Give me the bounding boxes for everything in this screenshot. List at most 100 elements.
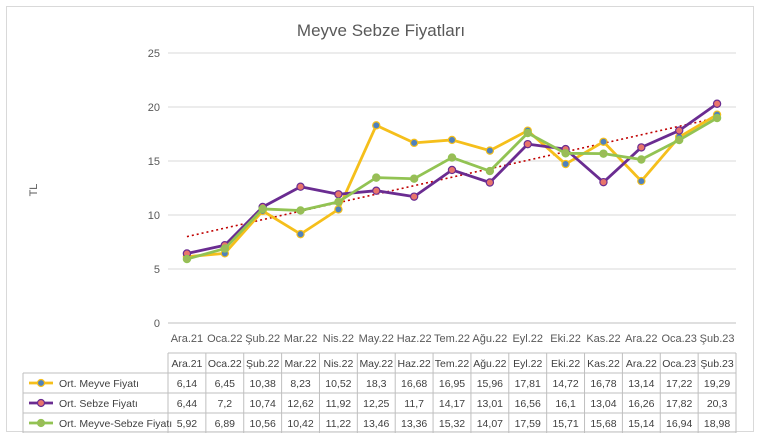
table-value-cell: 7,2 [217, 398, 232, 410]
y-tick-label: 5 [154, 264, 160, 276]
x-tick-label: Şub.22 [245, 333, 280, 345]
data-point [447, 135, 457, 145]
chart-canvas: Meyve Sebze Fiyatları 0 5 10 15 20 25 TL Ara.21… [22, 21, 737, 433]
data-point [599, 137, 608, 146]
table-value-cell: 13,46 [363, 418, 389, 430]
table-header-cell: Nis.22 [324, 358, 354, 370]
table-value-cell: 11,7 [404, 398, 424, 410]
table-value-cell: 8,23 [290, 378, 311, 390]
table-value-cell: 14,07 [477, 418, 503, 430]
table-value-cell: 15,71 [552, 418, 578, 430]
data-point [561, 159, 570, 169]
table-header-cell: May.22 [359, 358, 393, 370]
data-point [637, 176, 646, 186]
data-point [712, 113, 722, 123]
table-value-cell: 16,56 [515, 398, 541, 410]
data-point [258, 204, 267, 214]
table-header-cell: Haz.22 [397, 358, 430, 370]
table-header-cell: Şub.23 [700, 358, 733, 370]
table-header-cell: Kas.22 [587, 358, 620, 370]
table-value-cell: 20,3 [707, 398, 728, 410]
data-point [372, 121, 381, 130]
table-value-cell: 16,78 [590, 378, 616, 390]
data-point [675, 135, 684, 145]
x-tick-label: May.22 [359, 333, 394, 345]
table-value-cell: 6,44 [177, 398, 198, 410]
table-header-cell: Eyl.22 [513, 358, 542, 370]
data-point [372, 186, 381, 195]
x-tick-label: Kas.22 [586, 333, 620, 345]
table-value-cell: 6,89 [215, 418, 236, 430]
table-value-cell: 13,14 [628, 378, 654, 390]
table-header-cell: Tem.22 [435, 358, 470, 370]
data-point [182, 254, 192, 264]
data-point [485, 146, 495, 155]
data-table: Ara.21 Oca.22 Şub.22 Mar.22 Nis.22 May.22 Haz.… [22, 352, 737, 433]
x-tick-label: Nis.22 [323, 333, 354, 345]
table-value-cell: 18,3 [366, 378, 387, 390]
table-value-cell: 13,36 [401, 418, 427, 430]
table-value-cell: 16,1 [555, 398, 576, 410]
data-point [485, 178, 495, 187]
data-point [296, 182, 305, 191]
table-value-cell: 10,56 [250, 418, 276, 430]
y-tick-label: 0 [154, 318, 160, 330]
data-point [712, 99, 722, 108]
chart-title: Meyve Sebze Fiyatları [297, 21, 465, 40]
data-point [523, 128, 532, 138]
data-point [637, 155, 646, 164]
data-point [296, 229, 305, 239]
trendline [186, 117, 718, 238]
table-value-cell: 15,68 [590, 418, 616, 430]
gridlines [168, 52, 736, 324]
y-tick-label: 10 [148, 210, 160, 222]
table-value-cell: 10,42 [287, 418, 313, 430]
table-value-cell: 14,17 [439, 398, 465, 410]
data-point [334, 197, 343, 207]
table-value-cell: 14,72 [552, 378, 578, 390]
series-layer [182, 99, 722, 264]
table-value-cell: 16,94 [666, 418, 692, 430]
x-tick-label: Eki.22 [550, 333, 581, 345]
x-tick-label: Haz.22 [397, 333, 432, 345]
data-point [220, 244, 229, 253]
data-point [447, 165, 457, 175]
table-header-cell: Ara.22 [626, 358, 657, 370]
table-header-cell: Oca.23 [662, 358, 696, 370]
data-point [523, 139, 532, 149]
table-value-cell: 12,62 [287, 398, 313, 410]
series-2 [182, 99, 722, 258]
table-value-cell: 17,81 [515, 378, 541, 390]
series-3 [182, 113, 722, 264]
table-value-cell: 5,92 [177, 418, 198, 430]
table-value-cell: 10,52 [325, 378, 351, 390]
table-value-cell: 11,22 [326, 418, 352, 430]
chart-frame: Meyve Sebze Fiyatları 0 5 10 15 20 25 TL Ara.21… [6, 6, 754, 433]
x-tick-label: Eyl.22 [512, 333, 543, 345]
table-value-cell: 17,22 [666, 378, 692, 390]
table-value-cell: 17,59 [515, 418, 541, 430]
data-point [409, 138, 419, 148]
legend-marker [36, 398, 46, 408]
table-header-cell: Şub.22 [246, 358, 279, 370]
table-value-cell: 13,01 [477, 398, 503, 410]
table-header-cell: Eki.22 [551, 358, 580, 370]
legend-entry: Ort. Meyve Fiyatı [59, 378, 139, 390]
table-value-cell: 10,38 [250, 378, 276, 390]
table-value-cell: 10,74 [250, 398, 276, 410]
table-value-cell: 16,68 [401, 378, 427, 390]
table-value-cell: 18,98 [704, 418, 730, 430]
table-value-cell: 16,26 [628, 398, 654, 410]
table-value-cell: 15,14 [628, 418, 654, 430]
table-header-cell: Ağu.22 [473, 358, 506, 370]
table-value-cell: 12,25 [363, 398, 389, 410]
x-tick-label: Ağu.22 [472, 333, 507, 345]
legend-entry: Ort. Sebze Fiyatı [59, 398, 138, 410]
data-point [409, 192, 419, 201]
legend-marker [36, 378, 46, 388]
table-value-cell: 15,96 [477, 378, 503, 390]
data-point [561, 149, 570, 158]
y-tick-label: 20 [148, 102, 160, 114]
data-point [334, 190, 343, 199]
legend-entry: Ort. Meyve-Sebze Fiyatı [59, 418, 172, 430]
